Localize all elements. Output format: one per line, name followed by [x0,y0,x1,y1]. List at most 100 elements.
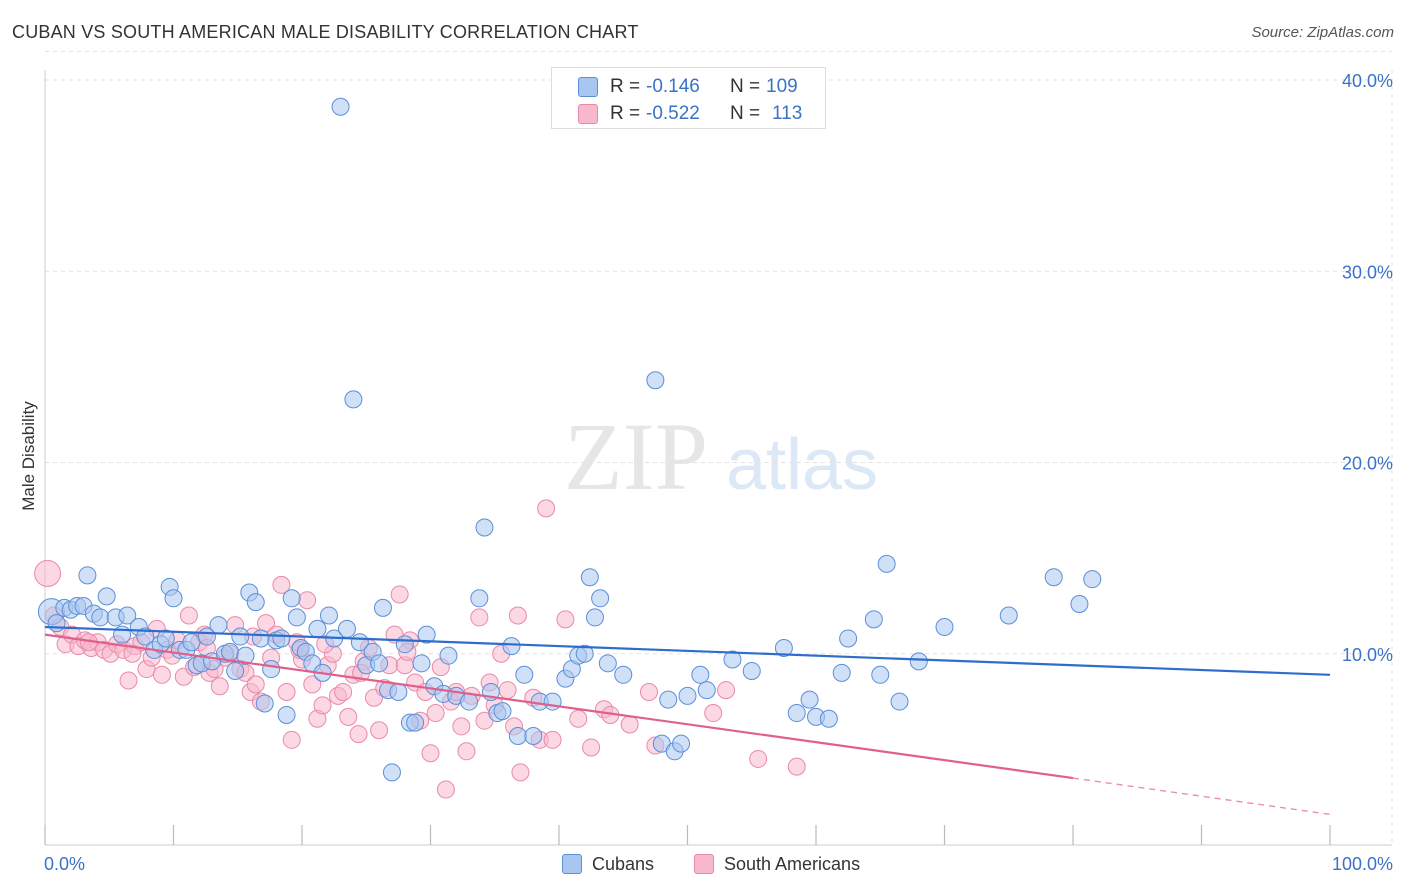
y-tick-label: 10.0% [1342,645,1393,665]
south-americans-point [556,610,575,629]
source-label: Source: ZipAtlas.com [1251,24,1394,41]
cubans-swatch [578,77,598,97]
south-americans-point [339,707,358,726]
cubans-point [774,639,793,658]
cubans-point [308,619,327,638]
cubans-point [182,633,201,652]
grid-lines [45,50,1393,845]
south-americans-point [452,717,471,736]
cubans-point [272,629,291,648]
cubans-point [871,665,890,684]
watermark: ZIP atlas [564,403,878,510]
south-americans-legend-label: South Americans [724,853,861,874]
south-americans-point [119,671,138,690]
r-value: -0.522 [646,103,700,124]
south-americans-point [511,763,530,782]
cubans-point [678,686,697,705]
south-americans-point [436,780,455,799]
south-americans-point [277,683,296,701]
cubans-point [231,627,250,646]
cubans-point [282,589,301,608]
south-americans-point [620,715,639,734]
south-americans-point [704,704,723,723]
cubans-point [864,610,883,629]
cubans-point [262,660,281,679]
y-axis-label: Male Disability [19,401,38,511]
y-tick-label: 40.0% [1342,71,1393,91]
cubans-point [277,705,296,724]
cubans-point [580,568,599,587]
south-americans-point [179,606,198,625]
cubans-point [787,704,806,723]
watermark-atlas: atlas [726,425,878,505]
south-americans-swatch [578,104,598,124]
stats-row-cubans: R = -0.146 N = 109 [552,74,825,100]
cubans-point [691,665,710,684]
cubans-point [999,606,1018,625]
south-americans-point [246,675,265,694]
cubans-point [1070,595,1089,614]
watermark-zip: ZIP [564,403,708,510]
cubans-point [502,637,521,656]
cubans-point [598,654,617,673]
south-americans-point [426,704,445,723]
cubans-point [470,589,489,608]
chart-title: CUBAN VS SOUTH AMERICAN MALE DISABILITY … [12,22,639,42]
cubans-point [78,566,97,585]
south-americans-point [210,677,229,696]
south-americans-point [787,757,806,776]
south-americans-point [123,644,142,663]
legend-item-cubans: Cubans [562,851,654,877]
cubans-point [877,554,896,573]
south-americans-point [313,696,332,715]
cubans-point [543,692,562,711]
south-americans-point [272,575,291,594]
cubans-point [646,371,665,390]
cubans-point [406,713,425,732]
y-tick-labels: 10.0% 20.0% 30.0% 40.0% [1342,71,1393,665]
south-americans-point [470,608,489,627]
r-value: -0.146 [646,76,700,97]
x-tick-label: 0.0% [44,854,85,874]
cubans-point [156,629,175,648]
cubans-points [37,97,1102,782]
south-americans-point [303,675,322,694]
cubans-point [524,726,543,745]
south-americans-point [582,738,601,757]
cubans-point [251,629,270,648]
cubans-point [832,663,851,682]
south-americans-legend-swatch [694,854,714,874]
cubans-point [136,627,155,646]
cubans-point [287,608,306,627]
cubans-legend-label: Cubans [592,853,655,874]
cubans-point [382,763,401,782]
x-tick-labels: 0.0% 100.0% [44,854,1393,874]
cubans-point [389,683,408,701]
cubans-point [1083,570,1102,589]
cubans-point [439,646,458,665]
cubans-point [319,606,338,625]
cubans-point [91,608,110,627]
cubans-point [97,587,116,606]
south-americans-point [282,730,301,749]
south-americans-point [639,683,658,701]
n-value: 109 [766,76,798,97]
cubans-point [575,644,594,663]
cubans-point [331,97,350,116]
south-americans-point [34,559,62,587]
cubans-point [164,589,183,608]
cubans-point [475,518,494,537]
cubans-point [493,702,512,721]
cubans-point [337,619,356,638]
axes [44,70,1392,846]
n-label: N = [730,103,761,124]
cubans-point [909,652,928,671]
r-label: R = [610,103,641,124]
cubans-point [417,625,436,644]
cubans-point [344,390,363,409]
stats-row-south-americans: R = -0.522 N = 113 [552,101,825,127]
cubans-point [819,709,838,728]
south-americans-point [749,749,768,768]
cubans-legend-swatch [562,854,582,874]
